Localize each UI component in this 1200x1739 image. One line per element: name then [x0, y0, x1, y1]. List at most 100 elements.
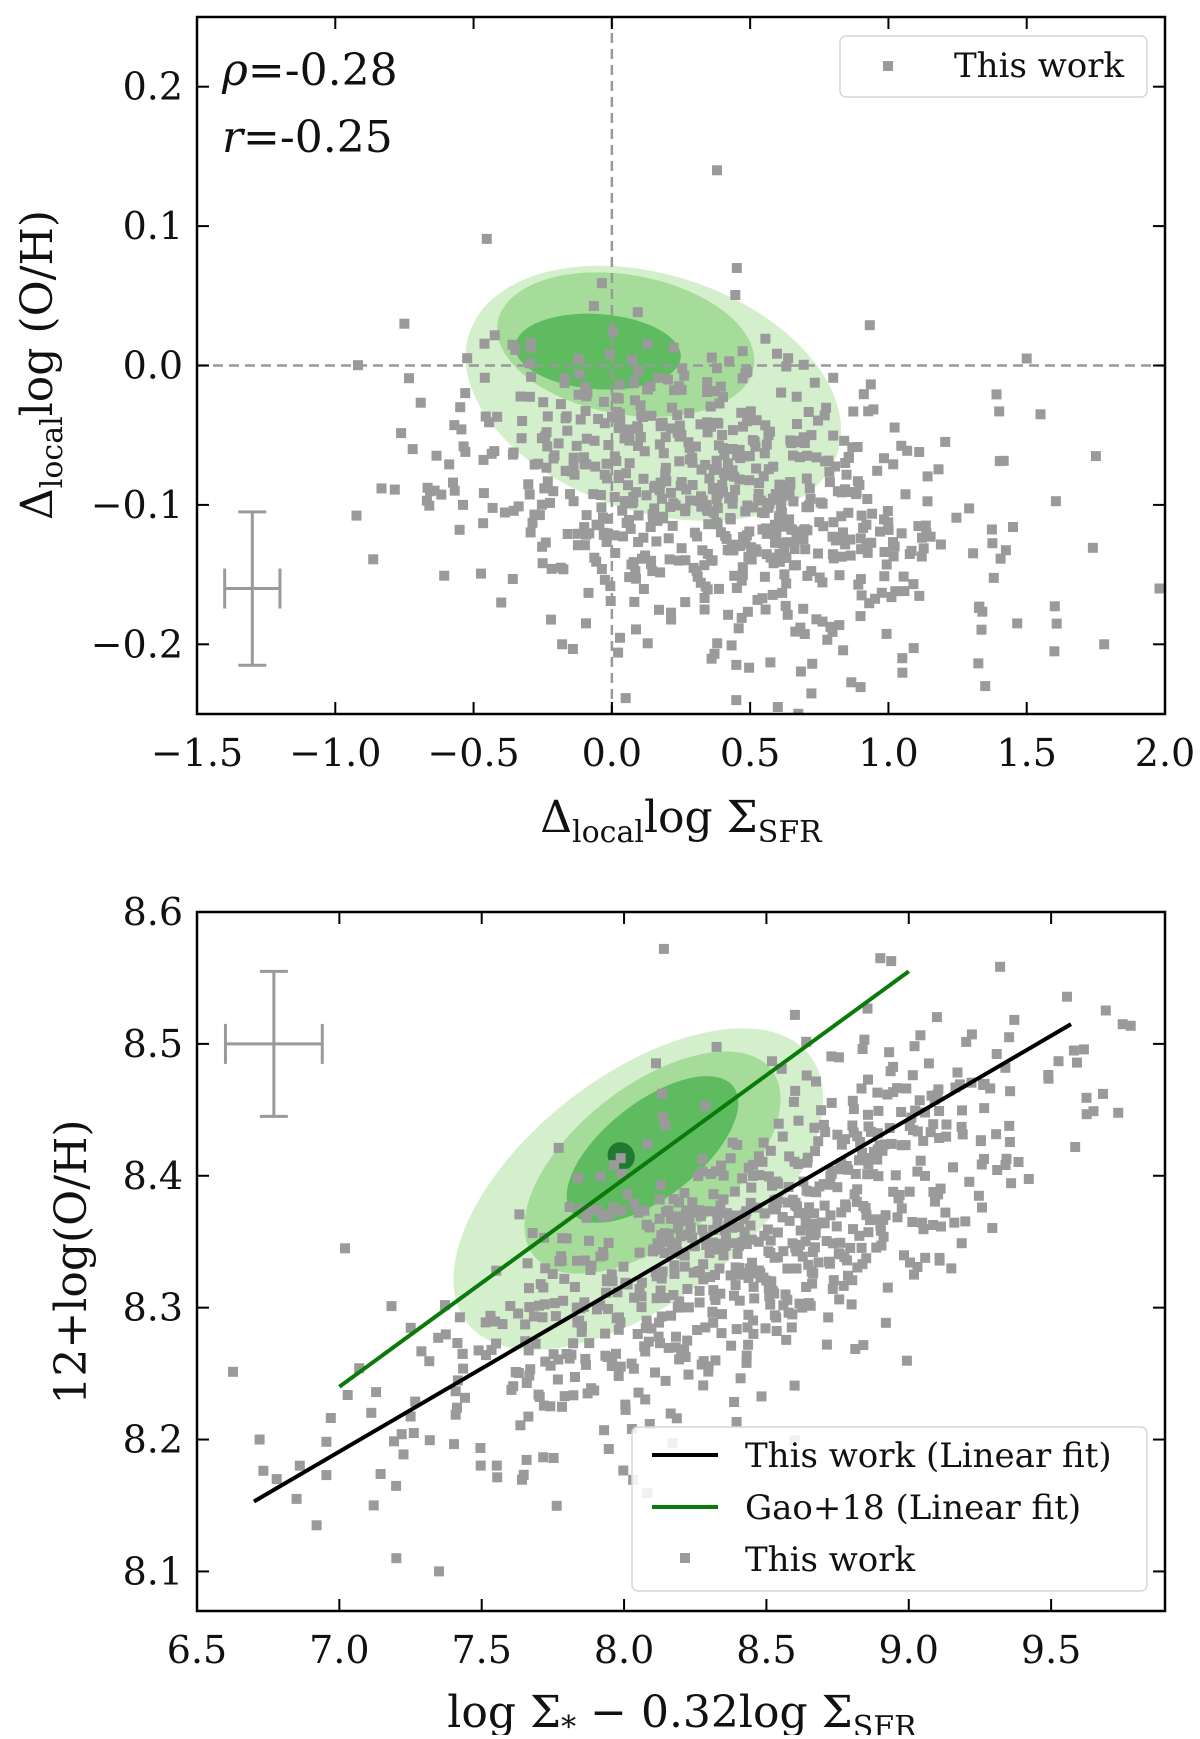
- data-point: [863, 1075, 873, 1085]
- data-point: [858, 1259, 868, 1269]
- data-point: [867, 509, 877, 519]
- data-point: [792, 419, 802, 429]
- data-point: [835, 570, 845, 580]
- data-point: [764, 430, 774, 440]
- data-point: [714, 440, 724, 450]
- data-point: [672, 1413, 682, 1423]
- data-point: [681, 485, 691, 495]
- data-point: [935, 1253, 945, 1263]
- data-point: [856, 574, 866, 584]
- data-point: [462, 353, 472, 363]
- data-point: [596, 490, 606, 500]
- data-point: [423, 483, 433, 493]
- data-point: [907, 1217, 917, 1227]
- data-point: [597, 278, 607, 288]
- data-point: [734, 1222, 744, 1232]
- data-point: [1155, 584, 1165, 594]
- data-point: [692, 532, 702, 542]
- data-point: [649, 503, 659, 513]
- data-point: [522, 1455, 532, 1465]
- data-point: [901, 1084, 911, 1094]
- data-point: [1008, 522, 1018, 532]
- data-point: [460, 1393, 470, 1403]
- data-point: [640, 551, 650, 561]
- data-point: [829, 1275, 839, 1285]
- data-point: [845, 1243, 855, 1253]
- data-point: [682, 1336, 692, 1346]
- data-point: [827, 1098, 837, 1108]
- data-point: [509, 506, 519, 516]
- data-point: [582, 510, 592, 520]
- data-point: [636, 432, 646, 442]
- data-point: [760, 508, 770, 518]
- data-point: [611, 393, 621, 403]
- data-point: [679, 371, 689, 381]
- data-point: [433, 1333, 443, 1343]
- data-point: [680, 1262, 690, 1272]
- data-point: [833, 486, 843, 496]
- data-point: [708, 483, 718, 493]
- data-point: [654, 1318, 664, 1328]
- data-point: [656, 1180, 666, 1190]
- data-point: [369, 1500, 379, 1510]
- data-point: [574, 354, 584, 364]
- data-point: [757, 593, 767, 603]
- data-point: [634, 1208, 644, 1218]
- data-point: [844, 452, 854, 462]
- data-point: [770, 520, 780, 530]
- data-point: [508, 340, 518, 350]
- data-point: [741, 537, 751, 547]
- data-point: [482, 234, 492, 244]
- data-point: [728, 425, 738, 435]
- data-point: [562, 1234, 572, 1244]
- data-point: [746, 406, 756, 416]
- data-point: [732, 1324, 742, 1334]
- data-point: [768, 590, 778, 600]
- data-point: [258, 1466, 268, 1476]
- data-point: [724, 1211, 734, 1221]
- data-point: [905, 1187, 915, 1197]
- data-point: [444, 459, 454, 469]
- data-point: [343, 1390, 353, 1400]
- data-point: [930, 1197, 940, 1207]
- data-point: [712, 363, 722, 373]
- data-point: [436, 490, 446, 500]
- data-point: [1091, 451, 1101, 461]
- data-point: [416, 1346, 426, 1356]
- data-point: [974, 602, 984, 612]
- data-point: [897, 668, 907, 678]
- top-x-axis-label: Δlocallog ΣSFR: [540, 792, 823, 850]
- data-point: [754, 1151, 764, 1161]
- data-point: [629, 1199, 639, 1209]
- data-point: [927, 1091, 937, 1101]
- data-point: [901, 489, 911, 499]
- data-point: [506, 1385, 516, 1395]
- data-point: [915, 1095, 925, 1105]
- data-point: [739, 1268, 749, 1278]
- data-point: [654, 1332, 664, 1342]
- data-point: [686, 1223, 696, 1233]
- data-point: [777, 588, 787, 598]
- data-point: [716, 1201, 726, 1211]
- data-point: [822, 1340, 832, 1350]
- data-point: [458, 1364, 468, 1374]
- data-point: [734, 623, 744, 633]
- data-point: [659, 944, 669, 954]
- data-point: [577, 1327, 587, 1337]
- data-point: [1036, 409, 1046, 419]
- data-point: [390, 485, 400, 495]
- data-point: [312, 1520, 322, 1530]
- data-point: [725, 513, 735, 523]
- data-point: [917, 1218, 927, 1228]
- data-point: [396, 428, 406, 438]
- data-point: [607, 1358, 617, 1368]
- data-point: [802, 474, 812, 484]
- data-point: [866, 379, 876, 389]
- data-point: [668, 498, 678, 508]
- data-point: [899, 586, 909, 596]
- data-point: [409, 1428, 419, 1438]
- data-point: [489, 446, 499, 456]
- data-point: [397, 1429, 407, 1439]
- data-point: [909, 643, 919, 653]
- data-point: [455, 402, 465, 412]
